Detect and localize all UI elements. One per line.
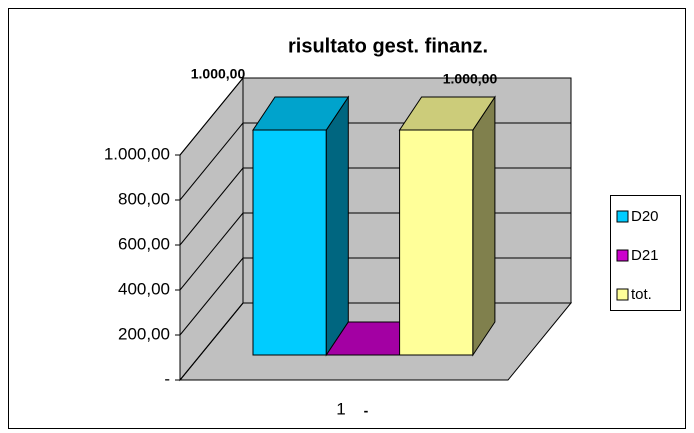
chart-title: risultato gest. finanz. — [288, 35, 488, 57]
bar-side — [472, 95, 496, 357]
grid-line — [179, 302, 244, 381]
legend-label: D20 — [631, 208, 659, 225]
grid-line — [179, 122, 244, 201]
y-tick-label: 600,00 — [118, 234, 170, 253]
grid-line — [179, 257, 244, 336]
bar-front — [399, 129, 474, 356]
value-label: 1.000,00 — [443, 71, 498, 87]
bar-top — [252, 96, 350, 131]
bar-side — [325, 95, 349, 357]
value-label: - — [364, 403, 369, 419]
legend-swatch — [616, 210, 629, 223]
grid-line — [179, 77, 244, 156]
legend-swatch — [616, 249, 629, 262]
legend-swatch — [616, 288, 629, 301]
bar-top — [398, 96, 496, 131]
y-tick-label: 800,00 — [118, 189, 170, 208]
y-tick-label: 200,00 — [118, 324, 170, 343]
bar-front — [252, 129, 327, 356]
y-tick-label: - — [164, 369, 170, 388]
grid-line — [179, 212, 244, 291]
legend-label: tot. — [631, 286, 652, 303]
legend-label: D21 — [631, 247, 659, 264]
value-label: 1.000,00 — [191, 66, 246, 82]
y-tick-label: 1.000,00 — [104, 144, 170, 163]
grid-line — [179, 167, 244, 246]
y-tick-label: 400,00 — [118, 279, 170, 298]
x-tick-label: 1 — [336, 399, 345, 418]
